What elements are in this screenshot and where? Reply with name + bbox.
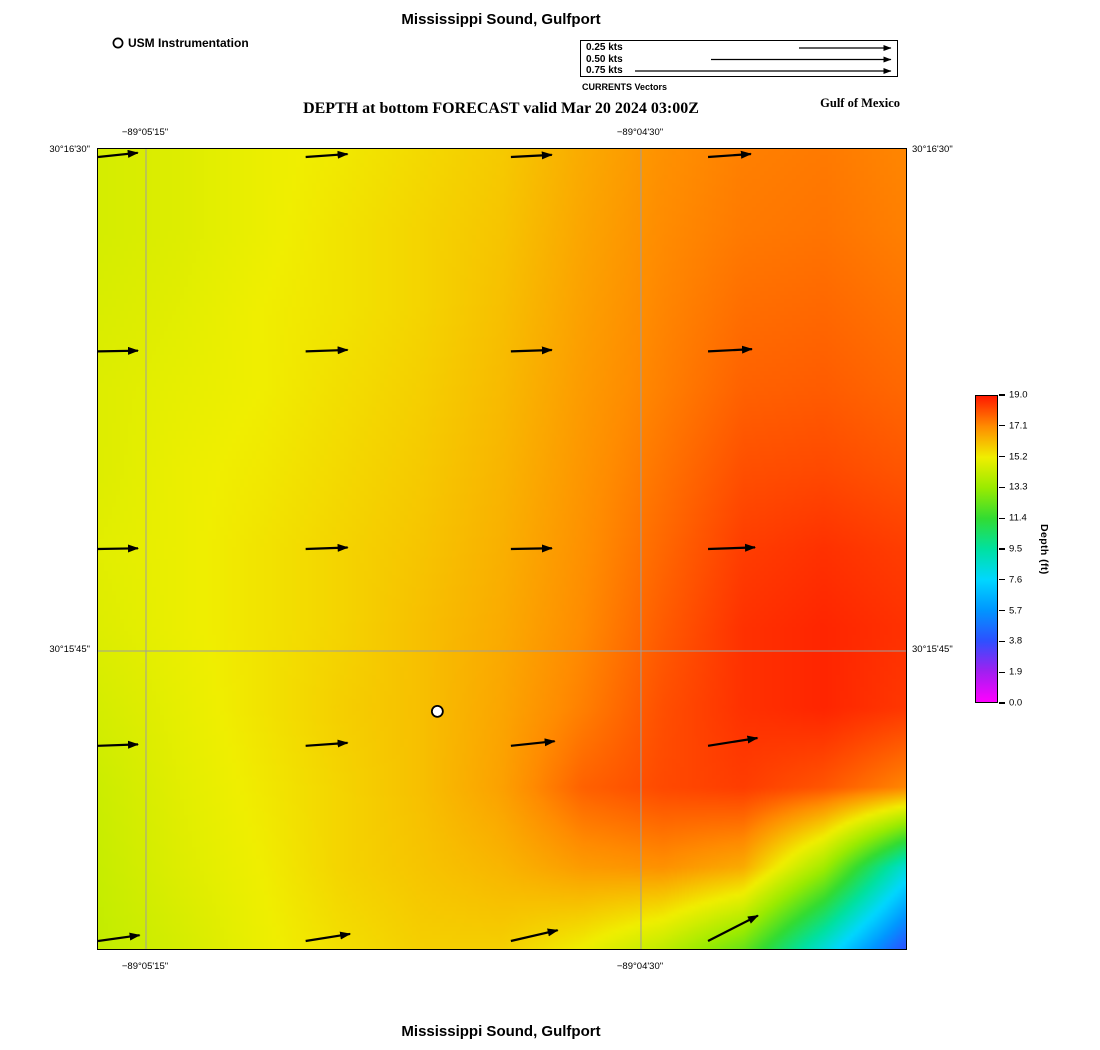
map-panel: [97, 148, 907, 950]
current-vector-arrow: [305, 150, 349, 159]
current-vector-arrow: [510, 738, 556, 747]
colorbar-tick-label: 1.9: [1009, 666, 1023, 678]
figure-title-bottom: Mississippi Sound, Gulfport: [401, 1023, 601, 1040]
current-vector-arrow: [510, 151, 553, 160]
colorbar-ticks: 19.0 17.1 15.2 13.3 11.4 9.5 7.6 5.7 3.8 1.9 0.0: [999, 390, 1051, 709]
current-vector-arrow: [707, 150, 752, 159]
colorbar-tick: [999, 517, 1005, 519]
colorbar-tick: [999, 425, 1005, 427]
depth-heatmap-canvas: [98, 149, 906, 949]
y-tick-label-right-1: 30°16'30": [912, 144, 953, 155]
colorbar-tick-label: 0.0: [1009, 697, 1023, 709]
y-tick-label-left-1: 30°16'30": [49, 144, 90, 155]
x-tick-label-top-1: −89°05'15": [121, 127, 169, 138]
colorbar-tick-label: 5.7: [1009, 605, 1023, 617]
colorbar-tick-label: 9.5: [1009, 543, 1023, 555]
colorbar: [975, 395, 998, 703]
current-vector-arrow: [305, 346, 349, 355]
current-vector-arrow: [510, 346, 553, 355]
y-tick-label-right-2: 30°15'45": [912, 644, 953, 655]
current-vector-arrow: [305, 543, 349, 552]
colorbar-tick: [999, 456, 1005, 458]
colorbar-tick: [999, 702, 1005, 704]
current-vector-arrow: [510, 928, 559, 943]
colorbar-tick-label: 17.1: [1009, 420, 1028, 432]
current-vector-arrow: [98, 932, 141, 943]
vector-speed-label-050: 0.50 kts: [586, 53, 623, 65]
colorbar-tick: [999, 609, 1005, 612]
vector-speed-label-075: 0.75 kts: [586, 65, 623, 76]
vector-legend-caption: CURRENTS Vectors: [582, 82, 668, 92]
current-vector-arrow: [98, 149, 139, 159]
x-tick-label-bottom-1: −89°05'15": [121, 961, 169, 972]
x-tick-label-top-2: −89°04'30": [616, 127, 664, 138]
current-vector-arrow: [305, 739, 349, 748]
region-label: Gulf of Mexico: [820, 96, 900, 110]
colorbar-label-wrap: Depth (ft): [1038, 395, 1050, 703]
colorbar-tick-label: 13.3: [1009, 481, 1028, 493]
x-tick-label-bottom-2: −89°04'30": [616, 961, 664, 972]
colorbar-tick: [999, 671, 1005, 673]
colorbar-tick: [999, 579, 1005, 581]
currents-vector-legend-box: 0.25 kts 0.50 kts 0.75 kts: [580, 40, 898, 77]
current-vector-arrow: [98, 346, 139, 355]
colorbar-tick-label: 3.8: [1009, 635, 1023, 647]
figure-title-top: Mississippi Sound, Gulfport: [401, 11, 601, 28]
current-vector-arrow: [98, 740, 139, 749]
current-vector-arrow: [707, 345, 753, 354]
instrument-circle-icon: [112, 37, 124, 49]
colorbar-tick-label: 15.2: [1009, 451, 1028, 463]
vector-speed-label-025: 0.25 kts: [586, 42, 623, 53]
colorbar-tick: [999, 548, 1005, 550]
colorbar-tick-label: 11.4: [1009, 512, 1027, 524]
current-vector-arrow: [707, 914, 759, 942]
colorbar-tick: [999, 394, 1005, 396]
current-vector-arrow: [708, 543, 757, 552]
colorbar-tick: [999, 640, 1005, 642]
instrument-legend: USM Instrumentation: [111, 36, 249, 50]
instrument-location-marker: [430, 705, 444, 718]
forecast-title: DEPTH at bottom FORECAST valid Mar 20 20…: [303, 100, 699, 117]
current-vector-arrow: [305, 931, 352, 943]
colorbar-tick: [999, 486, 1005, 488]
current-vector-arrow: [98, 544, 139, 553]
colorbar-axis-label: Depth (ft): [1038, 523, 1050, 575]
instrument-legend-label: USM Instrumentation: [128, 36, 249, 50]
y-tick-label-left-2: 30°15'45": [49, 644, 90, 655]
colorbar-tick-label: 7.6: [1009, 574, 1023, 586]
map-overlay: [98, 149, 906, 949]
colorbar-gradient: [976, 396, 997, 702]
current-vector-arrow: [707, 735, 759, 747]
vector-legend-arrows: [635, 45, 892, 74]
colorbar-tick-label: 19.0: [1009, 389, 1028, 401]
current-vector-arrow: [510, 544, 553, 553]
